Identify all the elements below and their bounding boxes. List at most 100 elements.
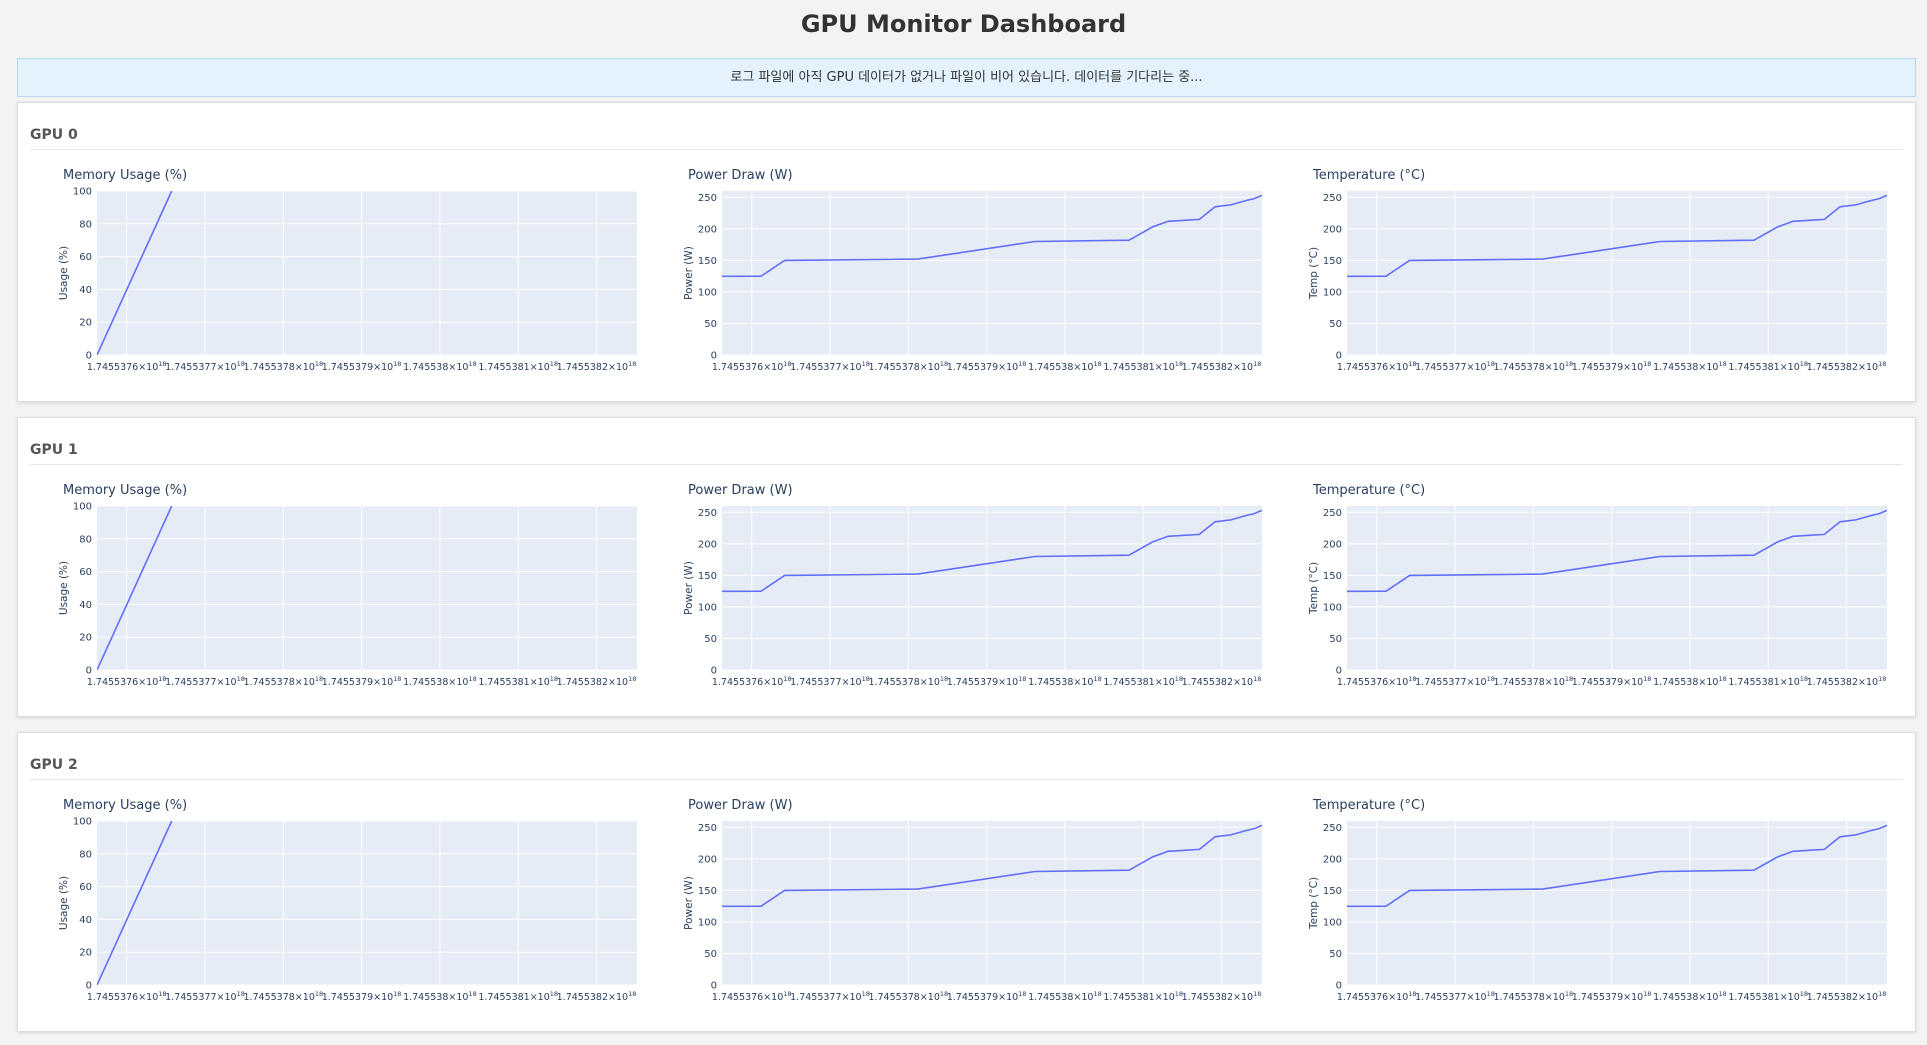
x-tick-exponent: 18 (1408, 675, 1416, 683)
x-tick-exponent: 18 (1018, 990, 1026, 998)
x-tick-exponent: 18 (315, 360, 323, 368)
x-tick-label: 1.7455381×1018 (478, 675, 558, 688)
x-tick-label: 1.7455378×1018 (1493, 990, 1573, 1003)
x-tick-exponent: 18 (237, 990, 245, 998)
x-tick-exponent: 18 (1408, 360, 1416, 368)
x-tick-exponent: 18 (1565, 360, 1573, 368)
x-tick-label: 1.7455377×1018 (1415, 990, 1495, 1003)
x-tick-label: 1.7455381×1018 (478, 360, 558, 373)
y-tick-label: 200 (698, 854, 717, 865)
y-tick-label: 200 (1323, 224, 1342, 235)
plot-area (97, 506, 637, 670)
y-tick-label: 100 (1323, 287, 1342, 298)
x-tick-exponent: 18 (1018, 360, 1026, 368)
x-tick-exponent: 18 (315, 990, 323, 998)
chart-memory-usage[interactable]: Memory Usage (%) 1.7455376×10181.7455377×… (27, 159, 647, 399)
x-tick-label: 1.7455377×1018 (1415, 360, 1495, 373)
x-tick-exponent: 18 (1175, 675, 1183, 683)
series-line (97, 191, 173, 355)
x-tick-exponent: 18 (1408, 990, 1416, 998)
gpu-section: GPU 2 Memory Usage (%) 1.7455376×1018 1.74… (17, 732, 1916, 1032)
x-tick-label: 1.7455382×1018 (557, 675, 637, 688)
x-tick-label: 1.7455381×1018 (1728, 990, 1808, 1003)
x-tick-exponent: 18 (1643, 990, 1651, 998)
x-tick-exponent: 18 (1800, 675, 1808, 683)
x-tick-label: 1.7455377×1018 (165, 360, 245, 373)
x-tick-label: 1.745538×1018 (1653, 360, 1727, 373)
y-tick-label: 100 (1323, 602, 1342, 613)
x-tick-exponent: 18 (1253, 360, 1261, 368)
gpu-title: GPU 1 (30, 442, 78, 458)
series-line (97, 821, 173, 985)
x-tick-exponent: 18 (158, 675, 166, 683)
page-title: GPU Monitor Dashboard (800, 10, 1127, 38)
x-tick-exponent: 18 (393, 675, 401, 683)
x-tick-exponent: 18 (783, 675, 791, 683)
x-tick-label: 1.7455382×1018 (557, 990, 637, 1003)
x-tick-label: 1.7455382×1018 (1807, 990, 1887, 1003)
x-tick-label: 1.7455382×1018 (1182, 360, 1262, 373)
x-tick-label: 1.7455381×1018 (1103, 990, 1183, 1003)
x-tick-exponent: 18 (158, 360, 166, 368)
y-tick-label: 0 (1336, 666, 1342, 677)
y-tick-label: 150 (1323, 571, 1342, 582)
y-tick-label: 20 (79, 318, 92, 329)
chart-memory-usage[interactable]: Memory Usage (%) 1.7455376×10181.7455377×… (27, 474, 647, 714)
x-tick-label: 1.745538×1018 (403, 990, 477, 1003)
y-tick-label: 0 (86, 666, 92, 677)
x-tick-label: 1.7455382×1018 (557, 360, 637, 373)
x-tick-exponent: 18 (1800, 360, 1808, 368)
y-tick-label: 20 (79, 948, 92, 959)
x-tick-exponent: 18 (940, 675, 948, 683)
y-tick-label: 80 (79, 849, 92, 860)
y-tick-label: 60 (79, 567, 92, 578)
plot-area (1347, 191, 1887, 355)
x-tick-exponent: 18 (550, 675, 558, 683)
plot-area (1347, 821, 1887, 985)
x-tick-exponent: 18 (468, 990, 476, 998)
chart-temperature[interactable]: Temperature (°C) 1.7455376×10181.7455377×… (1277, 159, 1897, 399)
y-tick-label: 250 (698, 508, 717, 519)
chart-title: Temperature (°C) (1312, 483, 1425, 498)
y-tick-label: 40 (79, 915, 92, 926)
x-tick-label: 1.7455381×1018 (478, 990, 558, 1003)
chart-power-draw[interactable]: Power Draw (W) 1.7455376×10181.7455377×10… (652, 789, 1272, 1029)
x-tick-label: 1.7455377×1018 (165, 990, 245, 1003)
y-tick-label: 0 (86, 351, 92, 362)
y-tick-label: 250 (698, 823, 717, 834)
section-divider (30, 149, 1903, 150)
y-tick-label: 0 (1336, 351, 1342, 362)
x-tick-exponent: 18 (1253, 990, 1261, 998)
chart-power-draw[interactable]: Power Draw (W) 1.7455376×10181.7455377×10… (652, 474, 1272, 714)
chart-memory-usage[interactable]: Memory Usage (%) 1.7455376×10181.7455377×… (27, 789, 647, 1029)
y-axis-label: Temp (°C) (1308, 247, 1320, 300)
x-tick-label: 1.7455379×1018 (1572, 990, 1652, 1003)
x-tick-label: 1.7455377×1018 (1415, 675, 1495, 688)
y-axis-label: Temp (°C) (1308, 562, 1320, 615)
x-tick-exponent: 18 (237, 675, 245, 683)
chart-power-draw[interactable]: Power Draw (W) 1.7455376×10181.7455377×10… (652, 159, 1272, 399)
x-tick-label: 1.7455376×1018 (1337, 675, 1417, 688)
y-tick-label: 100 (698, 917, 717, 928)
chart-temperature[interactable]: Temperature (°C) 1.7455376×10181.7455377×… (1277, 474, 1897, 714)
x-tick-exponent: 18 (1643, 675, 1651, 683)
x-tick-exponent: 18 (1018, 675, 1026, 683)
y-tick-label: 250 (698, 193, 717, 204)
x-tick-label: 1.7455376×1018 (712, 990, 792, 1003)
x-tick-exponent: 18 (1565, 990, 1573, 998)
chart-temperature[interactable]: Temperature (°C) 1.7455376×10181.7455377×… (1277, 789, 1897, 1029)
x-tick-label: 1.7455378×1018 (243, 990, 323, 1003)
x-tick-label: 1.745538×1018 (1653, 675, 1727, 688)
x-tick-label: 1.7455378×1018 (1493, 360, 1573, 373)
section-divider (30, 779, 1903, 780)
x-tick-label: 1.7455378×1018 (243, 360, 323, 373)
x-tick-exponent: 18 (628, 990, 636, 998)
gpu-section: GPU 1 Memory Usage (%) 1.7455376×1018 1.74… (17, 417, 1916, 717)
status-notice: 로그 파일에 아직 GPU 데이터가 없거나 파일이 비어 있습니다. 데이터를… (17, 58, 1916, 97)
y-tick-label: 50 (704, 949, 717, 960)
y-tick-label: 50 (704, 634, 717, 645)
x-tick-exponent: 18 (158, 990, 166, 998)
plot-area (97, 191, 637, 355)
gpu-section: GPU 0 Memory Usage (%) 1.7455376×1018 1.74… (17, 102, 1916, 402)
x-tick-exponent: 18 (1718, 990, 1726, 998)
